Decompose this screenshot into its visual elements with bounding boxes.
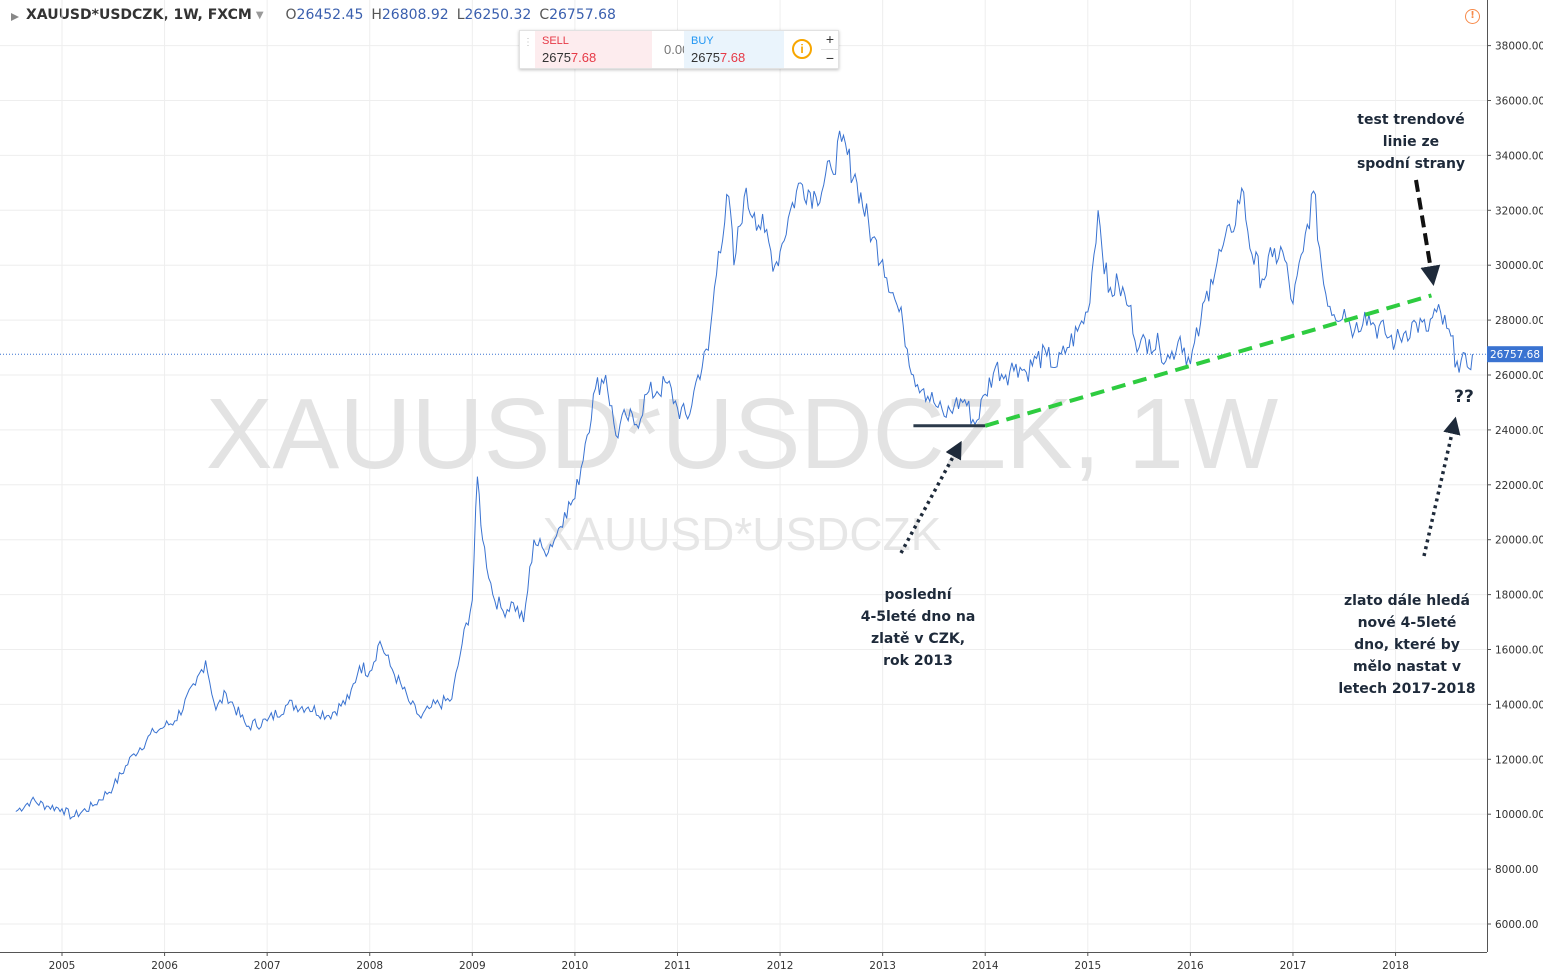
question-mark-label: ?? [1454, 387, 1474, 407]
x-tick-label: 2012 [767, 960, 794, 972]
x-tick-label: 2009 [459, 960, 486, 972]
spread-box: 0.00 [652, 31, 689, 68]
last-price-label: 26757.68 [1490, 349, 1540, 361]
buy-button[interactable]: BUY 26757.68 [684, 31, 784, 68]
alert-icon[interactable]: ! [1465, 9, 1480, 24]
ohlc-low-label: L [456, 7, 465, 23]
series-line [15, 130, 1473, 820]
y-tick-label: 10000.00 [1495, 809, 1543, 821]
x-tick-label: 2005 [49, 960, 76, 972]
y-tick-label: 6000.00 [1495, 919, 1538, 931]
chevron-down-icon[interactable]: ▼ [255, 9, 264, 21]
x-tick-label: 2011 [664, 960, 691, 972]
annotation-bottom-right: zlato dále hledá nové 4-5leté dno, které… [1338, 593, 1475, 697]
sell-price-main: 2675 [542, 50, 571, 65]
sell-label: SELL [542, 35, 569, 47]
annotation-bottom-right-line: nové 4-5leté [1358, 615, 1457, 631]
x-tick-label: 2015 [1074, 960, 1101, 972]
y-tick-label: 24000.00 [1495, 425, 1543, 437]
y-tick-label: 22000.00 [1495, 480, 1543, 492]
ohlc-high-label: H [371, 7, 382, 23]
y-tick-label: 20000.00 [1495, 535, 1543, 547]
buy-price-main: 2675 [691, 50, 720, 65]
annotation-bottom-right-line: mělo nastat v [1353, 659, 1461, 675]
annotation-left-line: poslední [884, 587, 952, 603]
watermark-small: XAUUSD*USDCZK [543, 508, 942, 560]
y-axis[interactable]: 6000.00 8000.00 10000.00 12000.00 14000.00 16… [1487, 0, 1543, 978]
y-tick-label: 12000.00 [1495, 754, 1543, 766]
x-axis[interactable]: 2005 2006 2007 2008 2009 2010 2011 2012 2013 2014… [0, 952, 1543, 978]
annotation-bottom-right-line: zlato dále hledá [1344, 593, 1470, 609]
x-axis-bg [0, 952, 1543, 978]
x-tick-label: 2013 [869, 960, 896, 972]
sell-price: 26757.68 [542, 50, 596, 65]
x-tick-label: 2006 [151, 960, 178, 972]
annotation-top-right: test trendové linie ze spodní strany [1357, 112, 1465, 172]
x-tick-label: 2016 [1177, 960, 1204, 972]
annotation-bottom-right-line: dno, které by [1354, 637, 1460, 653]
y-tick-label: 38000.00 [1495, 41, 1543, 53]
chart-watermark: XAUUSD*USDCZK, 1W XAUUSD*USDCZK [206, 378, 1279, 560]
ohlc-low-value: 26250.32 [464, 7, 532, 23]
y-tick-label: 34000.00 [1495, 150, 1543, 162]
plus-button[interactable]: + [821, 31, 839, 50]
annotation-bottom-right-line: letech 2017-2018 [1338, 681, 1475, 697]
y-tick-label: 18000.00 [1495, 590, 1543, 602]
y-tick-label: 28000.00 [1495, 315, 1543, 327]
y-tick-label: 14000.00 [1495, 699, 1543, 711]
last-price-badge: 26757.68 [1487, 346, 1543, 363]
chart-grid [0, 0, 1487, 952]
ohlc-high-value: 26808.92 [381, 7, 449, 23]
x-tick-label: 2008 [356, 960, 383, 972]
annotation-left-line: rok 2013 [883, 653, 953, 669]
ohlc-close-value: 26757.68 [549, 7, 616, 23]
arrow-to-trendline[interactable] [1414, 179, 1441, 286]
buy-price: 26757.68 [691, 50, 745, 65]
minus-button[interactable]: − [825, 50, 835, 66]
x-tick-label: 2018 [1382, 960, 1409, 972]
y-tick-label: 30000.00 [1495, 260, 1543, 272]
sell-price-tail: 7.68 [570, 50, 597, 65]
annotation-top-right-line: spodní strany [1357, 156, 1465, 172]
drag-handle-icon[interactable]: ⋮⋮ [523, 37, 542, 48]
trendline[interactable] [984, 293, 1433, 428]
annotation-left-line: zlatě v CZK, [871, 631, 965, 647]
symbol-legend: XAUUSD*USDCZK, 1W, FXCM ▼ O 26452.45 H 268… [10, 5, 616, 25]
annotation-top-right-line: test trendové [1357, 112, 1464, 128]
y-tick-label: 16000.00 [1495, 645, 1543, 657]
y-tick-label: 32000.00 [1495, 205, 1543, 217]
y-tick-label: 26000.00 [1495, 370, 1543, 382]
watermark-big: XAUUSD*USDCZK, 1W [206, 378, 1279, 490]
info-icon[interactable]: i [792, 39, 812, 59]
annotation-left: poslední 4-5leté dno na zlatě v CZK, rok… [861, 587, 976, 669]
y-tick-label: 8000.00 [1495, 864, 1538, 876]
y-tick-label: 36000.00 [1495, 96, 1543, 108]
sell-button[interactable]: SELL 26757.68 [535, 31, 652, 68]
symbol-title[interactable]: XAUUSD*USDCZK, 1W, FXCM [26, 7, 252, 23]
annotation-top-right-line: linie ze [1383, 134, 1439, 150]
buy-price-tail: 7.68 [719, 50, 746, 65]
ohlc-close-label: C [539, 7, 550, 23]
spread-value: 0.00 [664, 42, 690, 57]
x-tick-label: 2010 [562, 960, 589, 972]
trade-panel: ⋮⋮ SELL 26757.68 0.00 BUY 26757.68 i + − [519, 30, 839, 69]
collapse-legend-icon[interactable] [10, 10, 20, 21]
y-axis-bg [1487, 0, 1543, 978]
x-tick-label: 2017 [1280, 960, 1307, 972]
arrow-to-question[interactable] [1422, 416, 1461, 557]
annotation-left-line: 4-5leté dno na [861, 609, 976, 625]
x-tick-label: 2007 [254, 960, 281, 972]
ohlc-open-label: O [285, 7, 297, 23]
x-tick-label: 2014 [972, 960, 999, 972]
buy-label: BUY [691, 35, 714, 47]
ohlc-open-value: 26452.45 [296, 7, 364, 23]
